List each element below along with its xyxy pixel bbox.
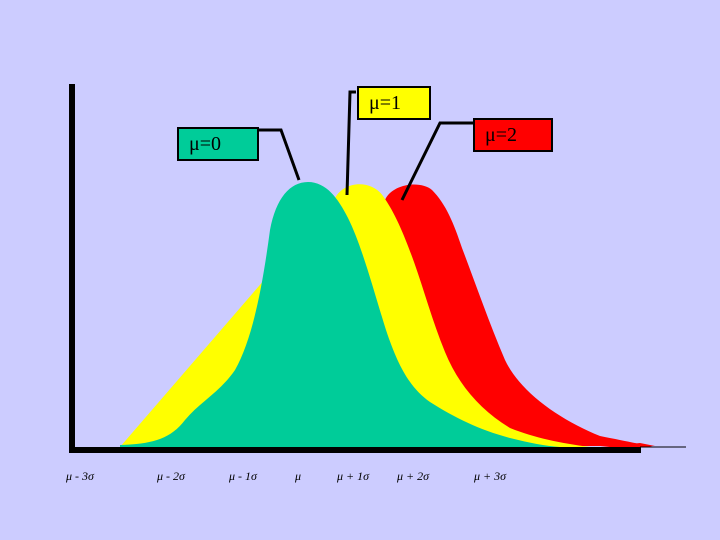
mu0-curve	[120, 182, 560, 447]
mu2-callout-line	[400, 121, 473, 201]
x-tick-minus3sigma: μ - 3σ	[66, 469, 94, 483]
y-axis	[69, 84, 75, 452]
x-tick-minus1sigma: μ - 1σ	[229, 469, 257, 483]
mu0-label: μ=0	[177, 127, 259, 161]
x-axis	[69, 447, 641, 453]
mu2-label: μ=2	[473, 118, 553, 152]
x-tick-minus2sigma: μ - 2σ	[157, 469, 185, 483]
mu0-callout-line	[259, 128, 301, 181]
x-tick-plus3sigma: μ + 3σ	[474, 469, 507, 483]
x-tick-plus1sigma: μ + 1σ	[337, 469, 370, 483]
mu1-label: μ=1	[357, 86, 431, 120]
mu1-callout-line	[345, 90, 356, 196]
x-tick-plus2sigma: μ + 2σ	[397, 469, 430, 483]
x-tick-mu: μ	[295, 469, 302, 483]
